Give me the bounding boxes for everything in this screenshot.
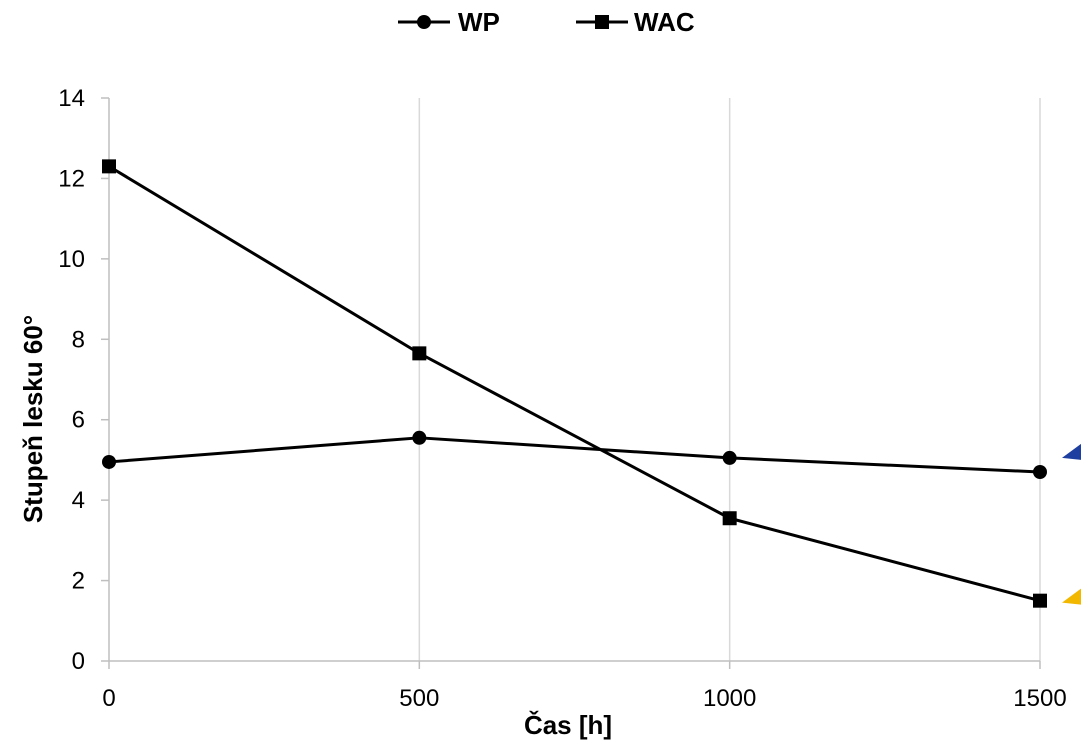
edge-arrows: [1062, 443, 1081, 605]
edge-arrow-icon: [1062, 443, 1081, 460]
series-markers: [102, 159, 1047, 608]
y-tick-label: 14: [58, 85, 85, 112]
data-point-wac: [1033, 593, 1047, 608]
x-tick-label: 0: [102, 685, 115, 712]
x-axis-title: Čas [h]: [524, 710, 612, 740]
data-point-wp: [722, 450, 737, 465]
x-tick-label: 1500: [1013, 685, 1066, 712]
legend-label-wac: WAC: [634, 7, 695, 37]
y-tick-label: 0: [72, 648, 85, 675]
y-tick-label: 2: [72, 568, 85, 595]
x-tick-label: 1000: [703, 685, 756, 712]
edge-arrow-icon: [1062, 588, 1081, 605]
data-point-wp: [102, 454, 116, 469]
y-tick-label: 10: [58, 246, 85, 273]
y-tick-label: 8: [72, 326, 85, 353]
legend: WP WAC: [398, 7, 695, 37]
legend-marker-wp: [417, 15, 431, 29]
data-point-wac: [722, 511, 737, 526]
legend-label-wp: WP: [458, 7, 500, 37]
data-point-wac: [102, 159, 116, 174]
y-tick-label: 4: [72, 487, 85, 514]
grid-lines: [418, 98, 1041, 661]
data-point-wp: [1033, 464, 1047, 479]
y-axis-title: Stupeň lesku 60°: [18, 315, 48, 523]
x-tick-label: 500: [399, 685, 439, 712]
legend-marker-wac: [595, 15, 609, 29]
tick-labels: 0 2 4 6 8 10 12 14 0 500 1000 1500: [58, 85, 1066, 712]
data-point-wac: [412, 346, 427, 361]
axes: [101, 97, 1041, 669]
series-line-wp: [108, 436, 1041, 474]
data-point-wp: [412, 430, 427, 445]
y-tick-label: 6: [72, 407, 85, 434]
series-lines: [108, 165, 1041, 603]
series-line-wac: [108, 165, 1041, 603]
y-tick-label: 12: [58, 165, 85, 192]
